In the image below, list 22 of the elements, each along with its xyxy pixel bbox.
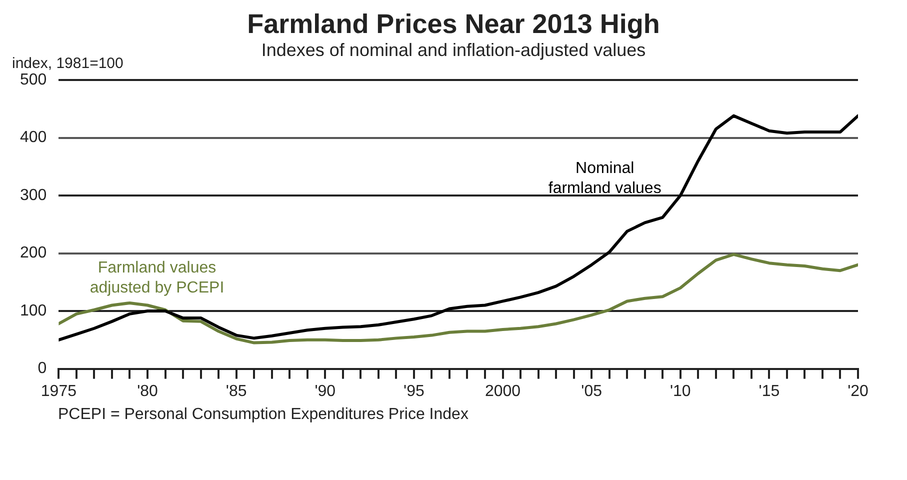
series-label: Farmland values adjusted by PCEPI [90,260,224,297]
y-axis-title: index, 1981=100 [12,55,124,72]
y-tick-label: 500 [20,71,47,88]
x-tick-label: '85 [226,382,247,400]
x-tick-label: '90 [314,382,336,400]
x-tick-label: '15 [758,382,780,400]
series-label: Nominal farmland values [548,160,662,198]
x-tick-label: 1975 [40,382,77,400]
text: PCEPI = Personal Consumption Expenditures Price Index [58,406,470,424]
y-tick-label: 200 [20,244,47,262]
chart-subtitle: Indexes of nominal and inflation-adjusted values [261,40,646,60]
y-tick-label: 100 [20,302,47,320]
chart-title: Farmland Prices Near 2013 High [246,8,661,40]
x-tick-label: '20 [848,382,869,400]
y-tick-label: 300 [20,186,47,204]
y-tick-label: 400 [20,129,47,146]
x-tick-label: '10 [670,382,691,400]
y-tick-label: 0 [38,360,47,378]
x-tick-label: '95 [404,382,424,400]
x-tick-label: 2000 [484,382,521,400]
x-tick-label: '80 [137,382,158,400]
x-tick-label: '05 [581,382,602,400]
